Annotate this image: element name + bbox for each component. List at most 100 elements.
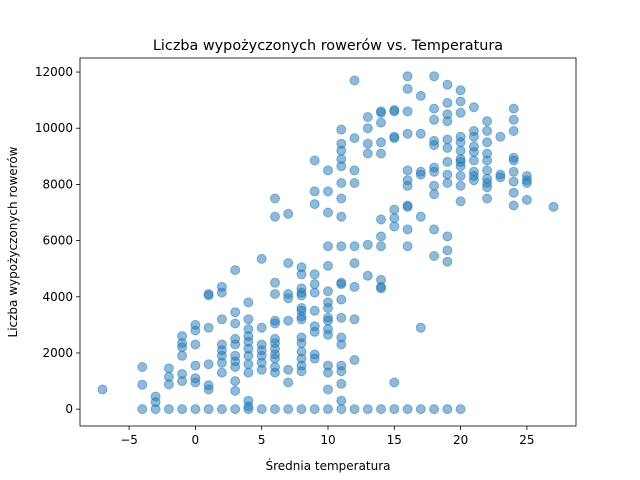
data-point bbox=[508, 114, 519, 125]
data-point bbox=[429, 180, 440, 191]
y-tick-label: 4000 bbox=[42, 290, 73, 304]
data-point bbox=[230, 265, 241, 276]
data-point bbox=[283, 208, 294, 219]
data-point bbox=[177, 376, 188, 387]
data-point bbox=[270, 277, 280, 288]
y-tick-label: 10000 bbox=[35, 121, 73, 135]
data-point bbox=[323, 329, 333, 340]
data-point bbox=[336, 378, 347, 389]
data-point bbox=[389, 377, 400, 388]
data-point bbox=[323, 207, 333, 218]
data-point bbox=[402, 180, 413, 191]
data-point bbox=[296, 269, 307, 280]
data-point bbox=[442, 404, 453, 415]
data-point bbox=[349, 75, 360, 86]
data-point bbox=[429, 71, 440, 82]
data-point bbox=[243, 359, 254, 370]
data-point bbox=[203, 359, 214, 370]
data-point bbox=[548, 201, 559, 212]
data-point bbox=[362, 239, 373, 250]
data-point bbox=[468, 175, 479, 186]
data-point bbox=[309, 326, 320, 337]
data-point bbox=[429, 251, 440, 261]
x-tick-label: 0 bbox=[192, 433, 200, 447]
data-point bbox=[455, 85, 466, 96]
data-point bbox=[455, 161, 466, 172]
data-point bbox=[256, 364, 267, 375]
data-point bbox=[508, 200, 519, 211]
data-point bbox=[468, 155, 479, 166]
data-point bbox=[442, 245, 453, 256]
data-point bbox=[482, 182, 493, 193]
data-point bbox=[455, 171, 466, 181]
data-point bbox=[203, 290, 214, 301]
x-axis-label: Średnia temperatura bbox=[265, 458, 390, 473]
data-point bbox=[283, 364, 294, 375]
data-point bbox=[190, 339, 201, 350]
data-point bbox=[376, 231, 386, 242]
data-point bbox=[402, 224, 413, 235]
data-point bbox=[336, 294, 347, 305]
data-point bbox=[482, 137, 493, 148]
x-tick-label: 20 bbox=[453, 433, 468, 447]
data-point bbox=[203, 322, 214, 333]
data-point bbox=[150, 404, 161, 415]
data-point bbox=[270, 211, 280, 222]
data-point bbox=[429, 166, 440, 177]
data-point bbox=[177, 342, 188, 353]
data-point bbox=[243, 367, 254, 378]
data-point bbox=[349, 133, 360, 144]
data-point bbox=[482, 193, 493, 204]
data-point bbox=[415, 404, 426, 415]
data-point bbox=[508, 176, 519, 187]
y-tick-label: 0 bbox=[65, 402, 73, 416]
data-point bbox=[336, 193, 347, 204]
data-point bbox=[336, 395, 347, 406]
data-point bbox=[442, 79, 453, 90]
data-point bbox=[216, 287, 227, 298]
data-point bbox=[455, 137, 466, 148]
x-tick-label: 25 bbox=[519, 433, 534, 447]
data-point bbox=[362, 112, 373, 122]
y-tick-label: 2000 bbox=[42, 346, 73, 360]
data-point bbox=[468, 102, 479, 113]
data-point bbox=[137, 379, 148, 390]
data-point bbox=[362, 404, 373, 415]
data-point bbox=[243, 314, 254, 325]
data-point bbox=[230, 318, 241, 329]
data-point bbox=[309, 155, 320, 166]
data-point bbox=[442, 134, 453, 145]
data-point bbox=[177, 350, 188, 361]
data-point bbox=[442, 231, 453, 242]
y-tick-label: 8000 bbox=[42, 177, 73, 191]
data-point bbox=[415, 90, 426, 101]
data-point bbox=[349, 404, 360, 415]
data-point bbox=[455, 107, 466, 118]
data-point bbox=[216, 314, 227, 325]
data-point bbox=[482, 116, 493, 127]
data-point bbox=[349, 178, 360, 188]
data-point bbox=[177, 404, 188, 415]
data-point bbox=[455, 180, 466, 191]
data-point bbox=[349, 314, 360, 325]
data-point bbox=[323, 286, 333, 297]
data-point bbox=[336, 178, 347, 188]
x-tick-label: 15 bbox=[387, 433, 402, 447]
data-point bbox=[402, 83, 413, 94]
data-point bbox=[216, 404, 227, 415]
data-point bbox=[415, 211, 426, 222]
data-point bbox=[336, 312, 347, 323]
data-point bbox=[468, 147, 479, 158]
data-point bbox=[362, 148, 373, 159]
data-point bbox=[442, 97, 453, 108]
data-point bbox=[283, 258, 294, 269]
data-point bbox=[270, 404, 280, 415]
data-point bbox=[455, 145, 466, 156]
data-point bbox=[336, 161, 347, 172]
data-point bbox=[309, 279, 320, 290]
data-point bbox=[455, 196, 466, 207]
data-point bbox=[349, 241, 360, 252]
data-point bbox=[309, 305, 320, 316]
x-tick-label: 5 bbox=[258, 433, 266, 447]
data-point bbox=[137, 404, 148, 415]
